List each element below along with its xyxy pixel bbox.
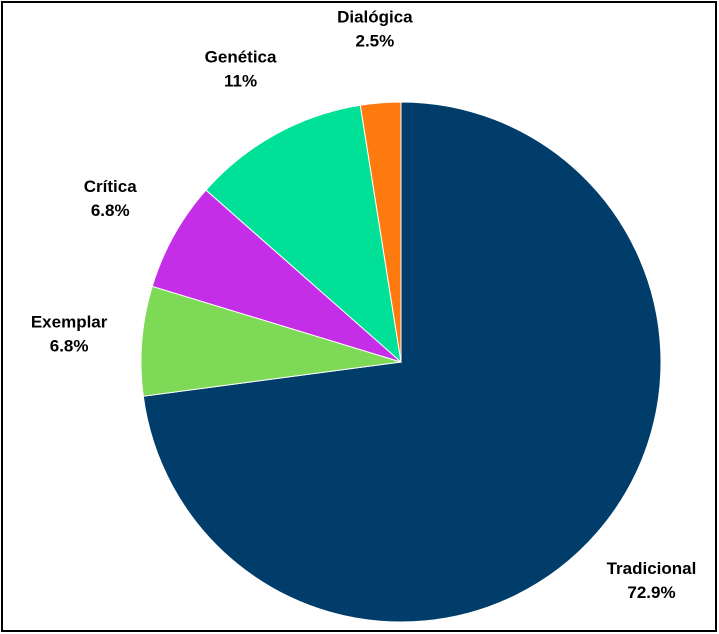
slice-label: Tradicional xyxy=(607,559,697,578)
pie-slice xyxy=(359,101,402,363)
slice-label: Dialógica xyxy=(337,8,413,27)
slice-value-label: 11% xyxy=(224,72,257,91)
slice-value-label: 6.8% xyxy=(50,336,89,355)
pie-slice xyxy=(151,189,402,363)
slice-value-label: 6.8% xyxy=(91,201,130,220)
slice-value-label: 2.5% xyxy=(355,32,394,51)
pie-slice xyxy=(205,104,402,364)
slice-value-label: 72.9% xyxy=(627,583,675,602)
pie-slice xyxy=(140,285,402,397)
slice-label: Exemplar xyxy=(31,312,108,331)
pie-slice xyxy=(142,101,662,623)
slice-label: Genética xyxy=(205,48,277,67)
slice-label: Crítica xyxy=(84,177,137,196)
